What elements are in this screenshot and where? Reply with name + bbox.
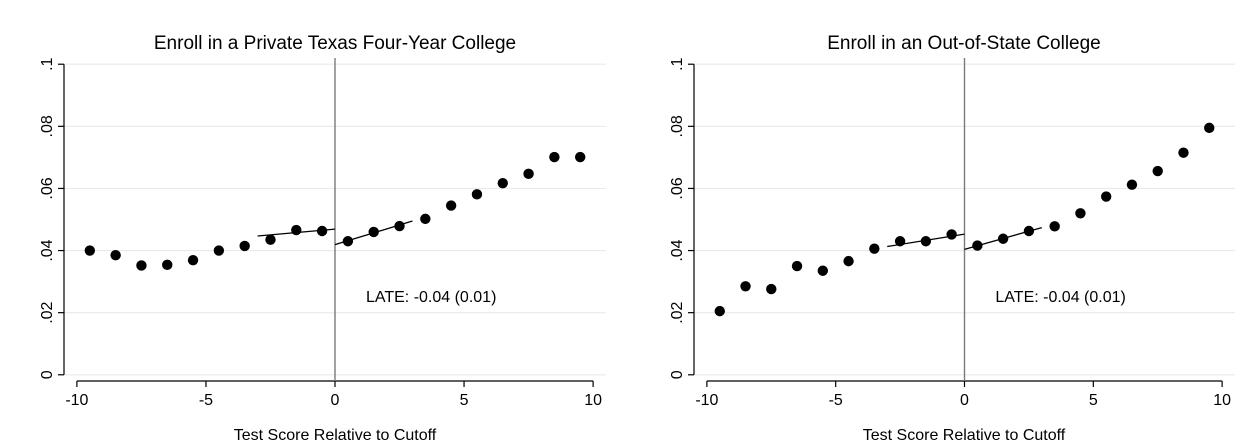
chart-title: Enroll in a Private Texas Four-Year Coll… <box>154 33 516 54</box>
y-tick-label: 0 <box>669 370 686 379</box>
data-point <box>817 265 829 276</box>
data-point <box>316 225 328 237</box>
y-tick-label: 0 <box>39 370 56 379</box>
data-point <box>394 220 405 232</box>
chart-title: Enroll in an Out-of-State College <box>827 33 1101 54</box>
late-annotation: LATE: -0.04 (0.01) <box>995 289 1125 306</box>
data-point <box>84 245 96 256</box>
data-point <box>1204 122 1215 134</box>
data-point <box>497 177 508 189</box>
y-tick-label: .08 <box>669 115 686 137</box>
data-point <box>740 281 751 292</box>
y-tick-label: .04 <box>39 239 56 261</box>
data-point <box>1075 208 1086 219</box>
y-tick-label: .06 <box>39 177 56 199</box>
data-point <box>972 240 983 251</box>
data-point <box>420 213 431 225</box>
data-point <box>791 260 803 272</box>
chart-panel-right: Enroll in an Out-of-State College 0 .02 .0… <box>669 33 1235 443</box>
data-point <box>445 200 457 211</box>
y-tick-label: .08 <box>39 115 56 137</box>
x-tick-label: 5 <box>460 392 469 409</box>
x-tick-label: -5 <box>199 392 213 409</box>
data-point <box>574 151 586 163</box>
x-tick-label: 5 <box>1089 392 1098 409</box>
data-point <box>110 250 121 261</box>
x-tick-label: -10 <box>695 392 718 409</box>
x-tick-label: 0 <box>331 392 340 409</box>
data-point <box>843 255 854 267</box>
y-tick-label: .06 <box>669 177 686 199</box>
y-tick-label: .04 <box>669 239 686 261</box>
data-point <box>265 234 276 245</box>
data-point <box>342 236 354 247</box>
data-point <box>1100 191 1112 202</box>
y-tick-label: .1 <box>39 57 56 70</box>
x-axis-label: Test Score Relative to Cutoff <box>234 427 437 443</box>
data-point <box>187 254 199 266</box>
data-point <box>471 189 483 200</box>
data-point <box>946 229 957 240</box>
x-tick-label: -5 <box>829 392 843 409</box>
data-point <box>869 243 880 254</box>
chart-panel-left: Enroll in a Private Texas Four-Year Coll… <box>39 33 606 443</box>
late-annotation: LATE: -0.04 (0.01) <box>366 289 496 306</box>
data-point <box>894 236 906 247</box>
data-point <box>1023 225 1035 237</box>
y-tick-label: .02 <box>669 301 686 323</box>
x-tick-label: 10 <box>1213 392 1231 409</box>
data-point <box>523 168 534 180</box>
data-point <box>213 245 225 256</box>
data-point <box>714 305 725 317</box>
data-point <box>239 240 250 252</box>
x-tick-label: 0 <box>960 392 969 409</box>
data-point <box>1178 147 1189 158</box>
data-point <box>766 283 777 295</box>
data-point <box>997 233 1009 244</box>
y-tick-label: .02 <box>39 301 56 323</box>
data-point <box>549 151 560 163</box>
data-point <box>291 224 302 236</box>
x-tick-label: 10 <box>584 392 602 409</box>
data-point <box>136 260 147 271</box>
data-point <box>368 226 379 238</box>
y-tick-label: .1 <box>669 57 686 70</box>
x-axis-label: Test Score Relative to Cutoff <box>863 427 1066 443</box>
data-point <box>1049 221 1060 232</box>
data-point <box>162 259 173 271</box>
x-tick-label: -10 <box>65 392 88 409</box>
data-point <box>920 236 932 247</box>
data-point <box>1152 165 1163 177</box>
data-point <box>1126 179 1138 190</box>
